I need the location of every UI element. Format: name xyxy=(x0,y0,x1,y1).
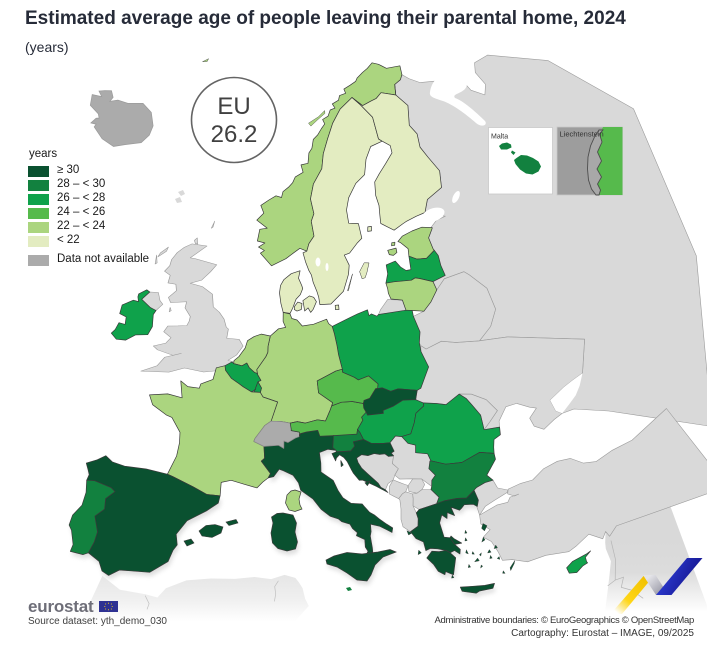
svg-text:Liechtenstein: Liechtenstein xyxy=(560,130,604,139)
svg-text:26.2: 26.2 xyxy=(211,121,258,148)
svg-text:Malta: Malta xyxy=(491,134,508,141)
svg-text:EU: EU xyxy=(217,93,250,120)
